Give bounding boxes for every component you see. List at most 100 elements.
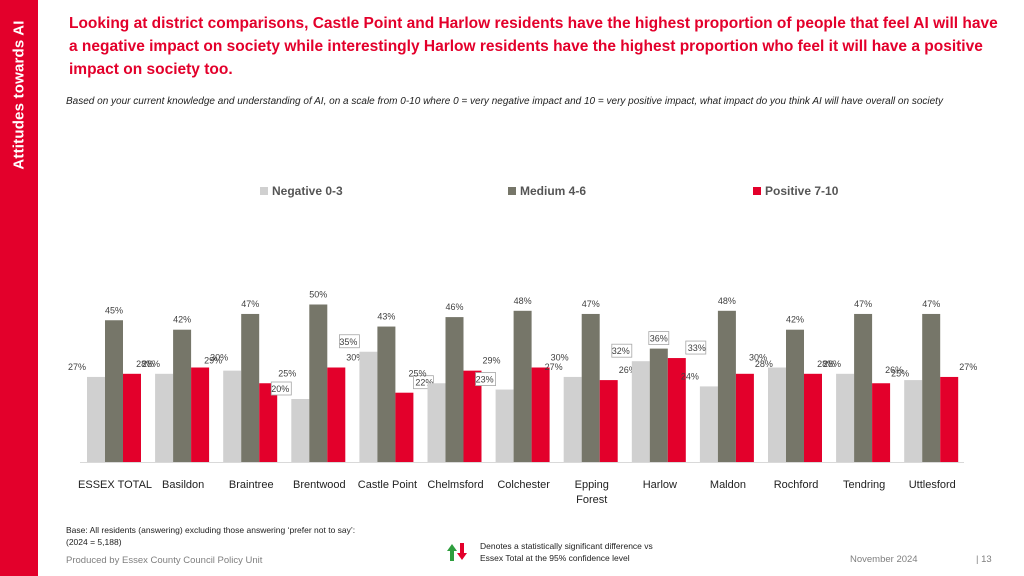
bar-medium-basildon xyxy=(173,329,192,462)
significance-arrows-icon xyxy=(447,543,467,561)
data-label-negative-castle-point: 35% xyxy=(339,337,357,347)
data-label-positive-basildon: 30% xyxy=(210,353,228,363)
bar-negative-chelmsford xyxy=(427,383,446,462)
footer-producer: Produced by Essex County Council Policy … xyxy=(66,555,263,566)
bar-negative-rochford xyxy=(768,367,786,462)
legend-item-positive: Positive 7-10 xyxy=(753,184,838,198)
bar-medium-castle-point xyxy=(377,326,396,462)
bar-medium-essex-total xyxy=(105,320,123,462)
data-label-positive-tendring: 25% xyxy=(891,368,909,378)
bar-positive-epping-forest xyxy=(599,380,618,462)
category-label-chelmsford: Chelmsford xyxy=(427,479,483,491)
category-label-tendring: Tendring xyxy=(843,479,885,491)
bar-negative-epping-forest xyxy=(563,376,582,462)
legend-swatch-positive xyxy=(753,187,761,195)
category-label-harlow: Harlow xyxy=(643,479,677,491)
data-label-negative-maldon: 24% xyxy=(681,371,699,381)
data-label-medium-tendring: 47% xyxy=(854,299,872,309)
data-label-positive-rochford: 28% xyxy=(823,359,841,369)
base-note: Base: All residents (answering) excludin… xyxy=(66,524,355,548)
legend-label-negative: Negative 0-3 xyxy=(272,184,343,198)
significance-note-line2: Essex Total at the 95% confidence level xyxy=(480,553,630,563)
data-label-positive-maldon: 28% xyxy=(755,359,773,369)
bar-positive-brentwood xyxy=(327,367,346,462)
data-label-negative-brentwood: 20% xyxy=(271,384,289,394)
significance-box-negative-brentwood xyxy=(270,381,292,396)
bar-medium-colchester xyxy=(513,310,532,462)
legend-label-positive: Positive 7-10 xyxy=(765,184,839,198)
data-label-medium-harlow: 36% xyxy=(650,334,668,344)
data-label-negative-harlow: 32% xyxy=(612,346,630,356)
footer-page-number: | 13 xyxy=(976,554,992,565)
legend-swatch-negative xyxy=(260,187,268,195)
significance-box-medium-harlow xyxy=(648,331,670,346)
category-label-braintree: Braintree xyxy=(229,479,274,491)
legend-label-medium: Medium 4-6 xyxy=(520,184,587,198)
data-label-medium-maldon: 48% xyxy=(718,296,736,306)
data-label-positive-harlow: 33% xyxy=(688,343,706,353)
data-label-positive-chelmsford: 29% xyxy=(483,356,501,366)
bar-negative-maldon xyxy=(699,386,718,462)
data-label-positive-colchester: 30% xyxy=(551,353,569,363)
category-label-rochford: Rochford xyxy=(774,479,819,491)
base-note-line: Base: All residents (answering) excludin… xyxy=(66,525,356,535)
data-label-medium-braintree: 47% xyxy=(241,299,259,309)
significance-box-negative-harlow xyxy=(611,343,633,358)
data-label-positive-brentwood: 30% xyxy=(346,353,364,363)
category-label-maldon: Maldon xyxy=(710,479,746,491)
data-label-negative-epping-forest: 27% xyxy=(545,362,563,372)
data-label-negative-basildon: 28% xyxy=(136,359,154,369)
significance-note-line1: Denotes a statistically significant diff… xyxy=(480,541,653,551)
data-label-negative-colchester: 23% xyxy=(476,375,494,385)
data-label-negative-braintree: 29% xyxy=(204,356,222,366)
bar-medium-braintree xyxy=(241,313,260,462)
bar-negative-essex-total xyxy=(87,376,105,462)
data-label-medium-castle-point: 43% xyxy=(377,312,395,322)
bar-negative-castle-point xyxy=(359,351,378,462)
significance-note: Denotes a statistically significant diff… xyxy=(480,540,653,564)
data-label-positive-braintree: 25% xyxy=(278,368,296,378)
significance-box-negative-castle-point xyxy=(338,334,360,349)
bar-medium-epping-forest xyxy=(581,313,600,462)
bar-positive-uttlesford xyxy=(940,376,959,462)
data-label-positive-castle-point: 22% xyxy=(415,378,433,388)
bar-negative-harlow xyxy=(631,361,650,462)
data-label-negative-chelmsford: 25% xyxy=(408,368,426,378)
data-label-negative-essex-total: 27% xyxy=(68,362,86,372)
data-label-medium-epping-forest: 47% xyxy=(582,299,600,309)
bar-positive-braintree xyxy=(259,383,278,462)
data-label-negative-rochford: 30% xyxy=(749,353,767,363)
bar-positive-harlow xyxy=(667,358,686,462)
data-label-medium-uttlesford: 47% xyxy=(922,299,940,309)
bar-negative-uttlesford xyxy=(904,380,923,462)
legend-item-medium: Medium 4-6 xyxy=(508,184,586,198)
bar-negative-basildon xyxy=(155,373,174,462)
category-label-basildon: Basildon xyxy=(162,479,204,491)
legend-item-negative: Negative 0-3 xyxy=(260,184,343,198)
category-label-brentwood: Brentwood xyxy=(293,479,346,491)
bar-negative-tendring xyxy=(836,373,855,462)
data-label-medium-brentwood: 50% xyxy=(309,290,327,300)
legend-swatch-medium xyxy=(508,187,516,195)
slide-headline: Looking at district comparisons, Castle … xyxy=(69,15,998,78)
bar-medium-chelmsford xyxy=(445,317,464,462)
data-label-medium-essex-total: 45% xyxy=(105,305,123,315)
category-label-essex-total: ESSEX TOTAL xyxy=(78,479,152,491)
bar-positive-essex-total xyxy=(123,373,141,462)
bar-negative-brentwood xyxy=(291,399,310,462)
bar-positive-basildon xyxy=(191,367,210,462)
data-label-negative-tendring: 28% xyxy=(817,359,835,369)
category-label-epping-forest-line2: Forest xyxy=(576,494,607,506)
category-label-colchester: Colchester xyxy=(497,479,550,491)
data-label-positive-uttlesford: 27% xyxy=(959,362,977,372)
bar-medium-rochford xyxy=(786,329,804,462)
bar-positive-colchester xyxy=(531,367,550,462)
bar-positive-rochford xyxy=(804,373,822,462)
category-label-uttlesford: Uttlesford xyxy=(909,479,956,491)
data-label-medium-basildon: 42% xyxy=(173,315,191,325)
bar-positive-castle-point xyxy=(395,392,414,462)
category-label-epping-forest-line1: Epping xyxy=(575,479,609,491)
data-label-medium-rochford: 42% xyxy=(786,315,804,325)
bar-positive-tendring xyxy=(872,383,891,462)
bar-medium-brentwood xyxy=(309,304,328,462)
